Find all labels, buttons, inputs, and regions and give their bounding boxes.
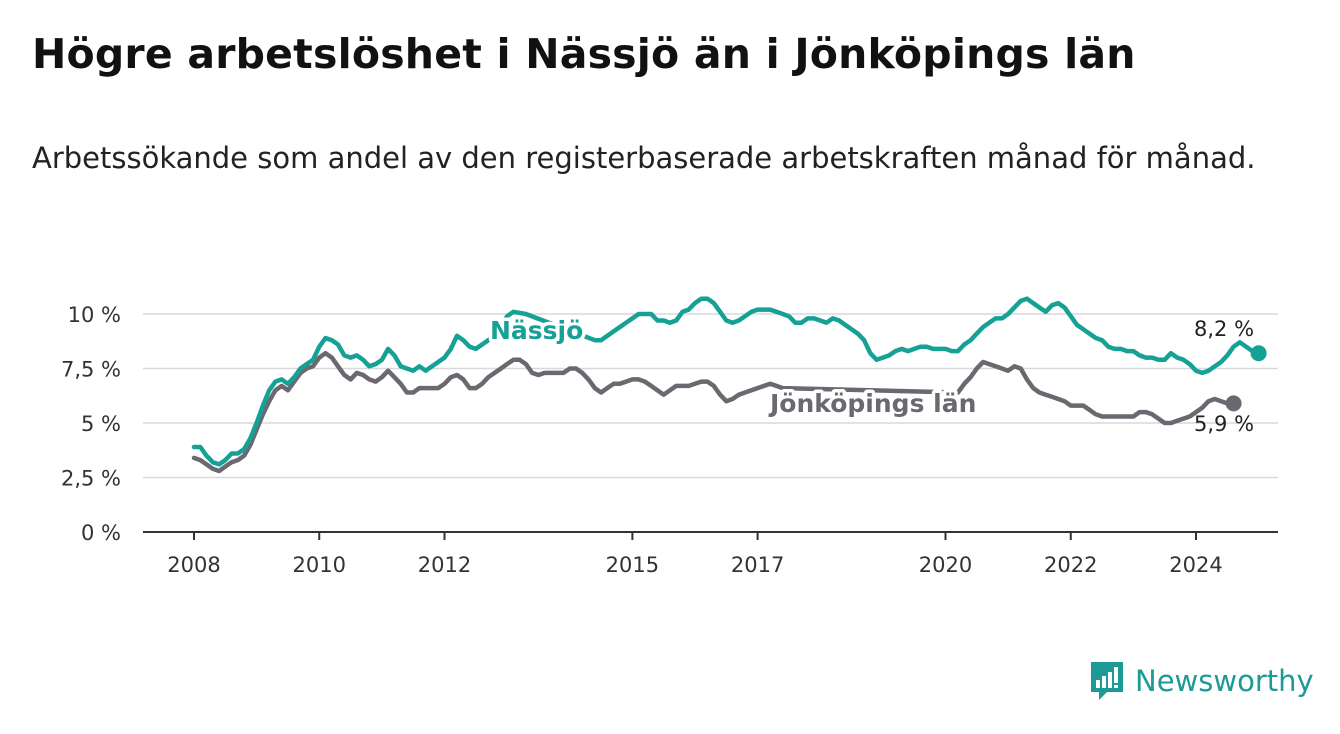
- x-tick-label: 2022: [1044, 553, 1097, 577]
- chart-subtitle: Arbetssökande som andel av den registerb…: [32, 141, 1256, 175]
- gridlines: [143, 313, 1278, 479]
- series-labels: Nässjö Jönköpings län 8,2 % 5,9 %: [487, 313, 1255, 437]
- y-tick-label: 7,5 %: [61, 358, 121, 382]
- y-axis-ticks: 0 % 2,5 % 5 % 7,5 % 10 %: [61, 303, 121, 545]
- x-tick-label: 2020: [919, 553, 972, 577]
- newsworthy-icon: [1091, 662, 1123, 700]
- end-label-nassjo: 8,2 %: [1194, 317, 1254, 341]
- chart-title: Högre arbetslöshet i Nässjö än i Jönköpi…: [32, 30, 1136, 78]
- x-tick-label: 2012: [418, 553, 471, 577]
- x-tick-label: 2008: [167, 553, 220, 577]
- x-tick-label: 2017: [731, 553, 784, 577]
- series-lines: [191, 296, 1267, 474]
- brand-logo: Newsworthy: [1089, 660, 1314, 702]
- series-label-nassjo: Nässjö: [490, 316, 583, 345]
- x-tick-label: 2024: [1169, 553, 1222, 577]
- brand-name: Newsworthy: [1135, 664, 1314, 698]
- x-axis-ticks: 2008 2010 2012 2015 2017 2020 2022 2024: [143, 531, 1278, 577]
- series-line-nassjo: [191, 296, 1261, 467]
- end-point-nassjo: [1250, 345, 1267, 362]
- end-label-jonkoping: 5,9 %: [1194, 412, 1254, 436]
- series-label-jonkoping: Jönköpings län: [768, 389, 976, 418]
- x-tick-label: 2010: [293, 553, 346, 577]
- x-tick-label: 2015: [606, 553, 659, 577]
- y-tick-label: 2,5 %: [61, 467, 121, 491]
- y-tick-label: 5 %: [81, 412, 121, 436]
- y-tick-label: 10 %: [68, 303, 121, 327]
- end-point-jonkoping: [1225, 395, 1242, 412]
- series-line-jonkoping: [191, 350, 1236, 474]
- y-tick-label: 0 %: [81, 521, 121, 545]
